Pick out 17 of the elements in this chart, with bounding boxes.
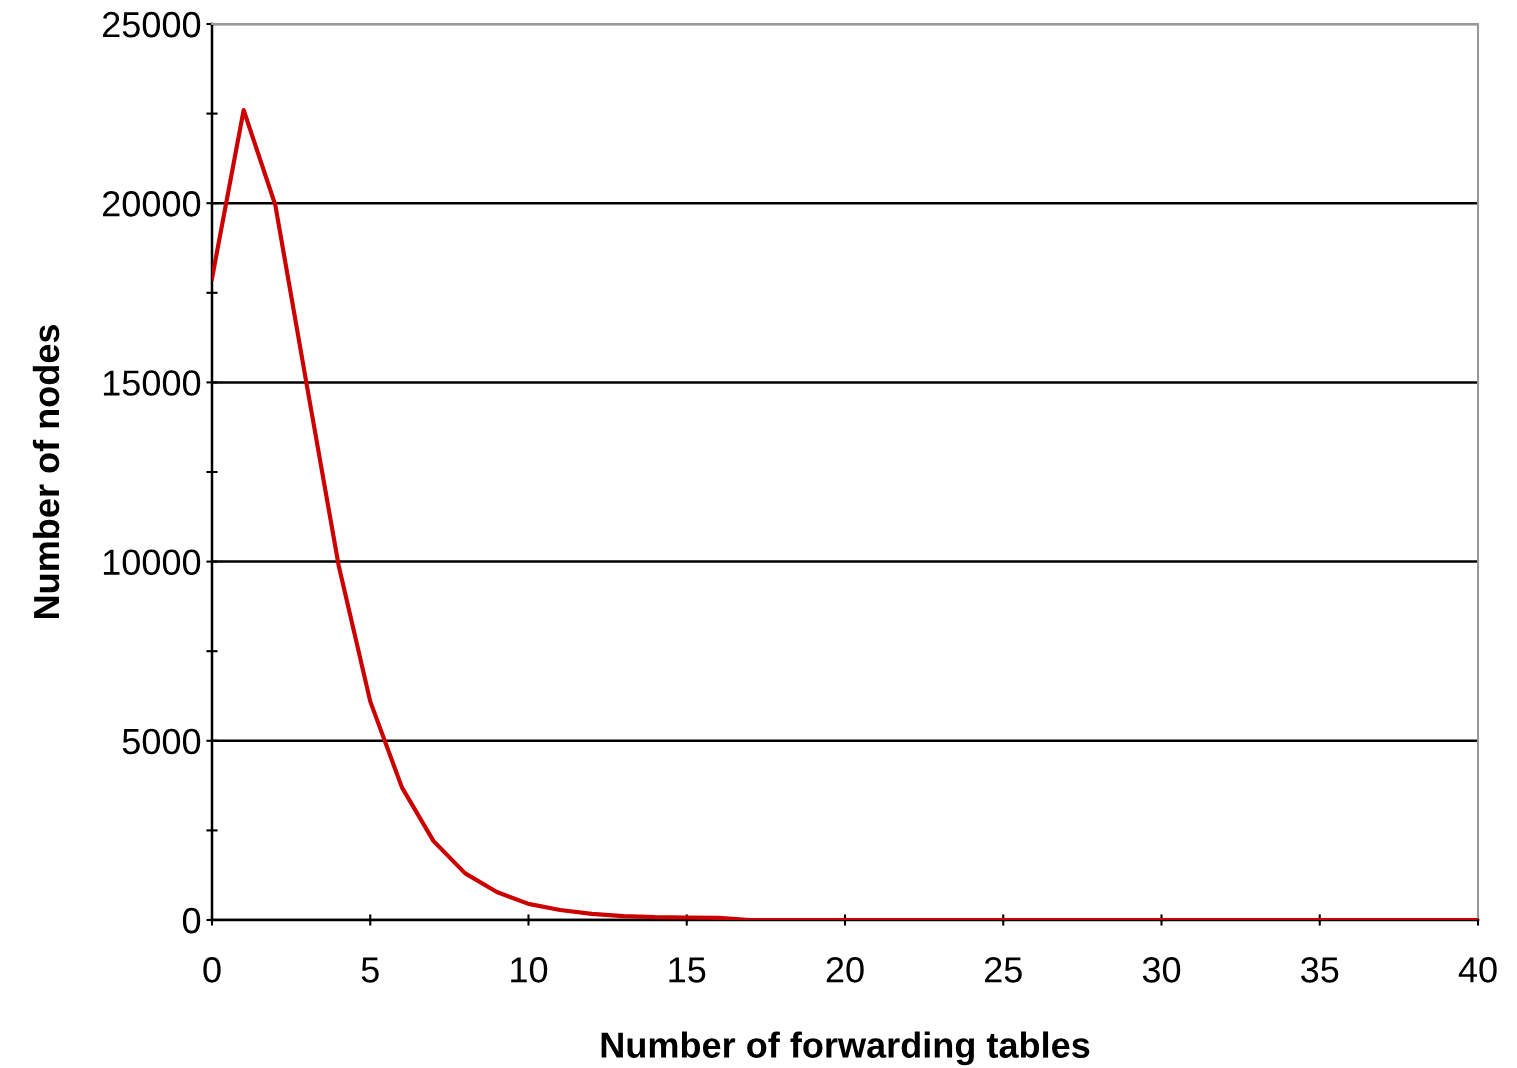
y-axis-title: Number of nodes (32, 325, 60, 619)
x-tick-label: 0 (203, 957, 221, 983)
x-tick-label: 15 (669, 957, 706, 983)
y-tick-label: 25000 (102, 11, 201, 38)
x-tick-label: 30 (1142, 957, 1181, 983)
x-tick-label: 20 (826, 957, 864, 983)
y-tick-label: 10000 (103, 549, 201, 576)
y-tick-label: 5000 (122, 728, 201, 755)
y-tick-label: 20000 (102, 191, 201, 217)
x-tick-label: 10 (511, 957, 548, 983)
x-tick-label: 35 (1301, 957, 1339, 983)
x-axis-title: Number of forwarding tables (601, 1031, 1090, 1066)
x-tick-label: 5 (361, 957, 379, 983)
y-tick-label: 0 (182, 907, 201, 934)
x-tick-label: 40 (1458, 957, 1497, 983)
y-tick-label: 15000 (103, 370, 201, 396)
x-tick-label: 25 (984, 957, 1022, 983)
